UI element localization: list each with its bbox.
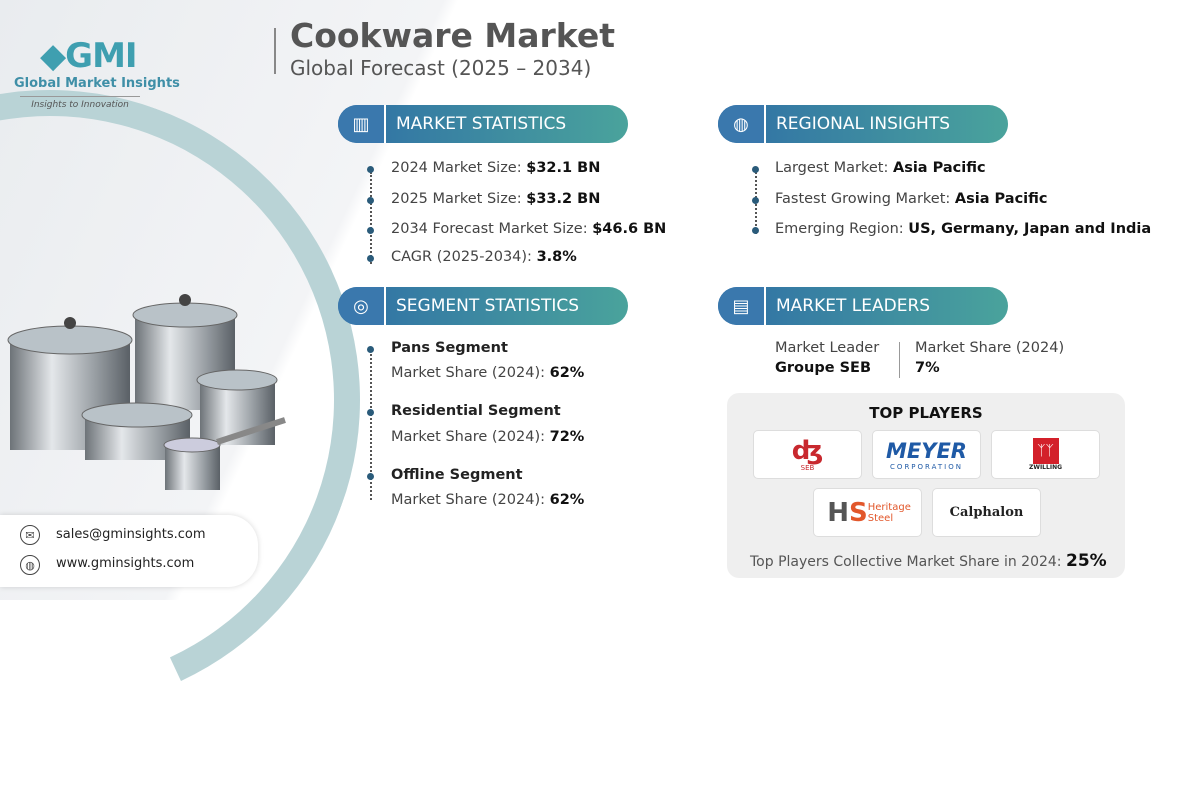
website-link[interactable]: www.gminsights.com [56,556,195,571]
segment-statistics-header: ◎ SEGMENT STATISTICS [338,287,628,325]
regional-insights-header: ◍ REGIONAL INSIGHTS [718,105,1008,143]
title-divider [274,28,276,74]
fastest-growing-market: Fastest Growing Market: Asia Pacific [775,191,1048,207]
target-chart-icon: ◎ [338,287,386,325]
bar-chart-icon: ▤ [718,287,766,325]
section-heading: REGIONAL INSIGHTS [776,114,951,134]
bullet-line [370,172,372,264]
segment-share: Market Share (2024): 62% [391,365,585,381]
top-players-box [727,393,1125,578]
segment-share: Market Share (2024): 62% [391,492,585,508]
page-subtitle: Global Forecast (2025 – 2034) [290,56,592,80]
seb-logo: ʤ SEB [753,430,862,479]
globe-icon: ◍ [718,105,766,143]
segment-title: Pans Segment [391,340,508,356]
logo-name: Global Market Insights [14,76,180,91]
stat-cagr: CAGR (2025-2034): 3.8% [391,249,577,265]
email-link[interactable]: sales@gminsights.com [56,527,206,542]
contact-box [0,515,258,587]
page-title: Cookware Market [290,16,616,55]
section-heading: MARKET LEADERS [776,296,931,316]
heritage-steel-logo: H S Heritage Steel [813,488,922,537]
stat-2024-size: 2024 Market Size: $32.1 BN [391,160,601,176]
leader-share-value: 7% [915,360,940,376]
segment-share: Market Share (2024): 72% [391,429,585,445]
zwilling-logo: ᛉᛉ ZWILLING [991,430,1100,479]
calphalon-logo: Calphalon [932,488,1041,537]
segment-title: Residential Segment [391,403,561,419]
meyer-logo: MEYER CORPORATION [872,430,981,479]
market-leaders-header: ▤ MARKET LEADERS [718,287,1008,325]
leader-label: Market Leader [775,340,880,356]
email-icon: ✉ [20,525,40,545]
segment-title: Offline Segment [391,467,523,483]
gmi-logo: ◆GMI [40,36,138,76]
bullet-line [370,350,372,500]
emerging-region: Emerging Region: US, Germany, Japan and … [775,221,1152,237]
collective-share: Top Players Collective Market Share in 2… [750,551,1107,571]
cookware-pots-image [7,294,286,490]
largest-market: Largest Market: Asia Pacific [775,160,986,176]
logo-tagline: Insights to Innovation [20,96,140,110]
section-heading: SEGMENT STATISTICS [396,296,580,316]
logo-mark: GMI [65,36,137,76]
leader-share-label: Market Share (2024) [915,340,1065,356]
stat-2034-forecast: 2034 Forecast Market Size: $46.6 BN [391,221,667,237]
leader-value: Groupe SEB [775,360,871,376]
globe-web-icon: ◍ [20,555,40,575]
stat-2025-size: 2025 Market Size: $33.2 BN [391,191,601,207]
chart-globe-icon: ▥ [338,105,386,143]
market-statistics-header: ▥ MARKET STATISTICS [338,105,628,143]
leader-divider [899,342,900,378]
section-heading: MARKET STATISTICS [396,114,567,134]
top-players-heading: TOP PLAYERS [869,404,983,422]
